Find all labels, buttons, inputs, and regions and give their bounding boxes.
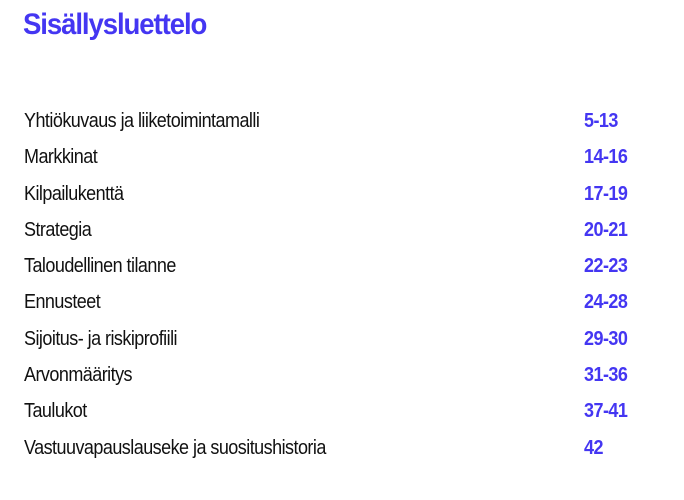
- toc-entry-label: Kilpailukenttä: [24, 182, 124, 205]
- toc-entry[interactable]: Ennusteet 24-28: [24, 291, 664, 327]
- toc-entry-label: Markkinat: [24, 146, 98, 169]
- toc-entry-pages[interactable]: 42: [584, 436, 603, 459]
- toc-entry-label: Sijoitus- ja riskiprofiili: [24, 327, 178, 350]
- toc-entry-pages[interactable]: 5-13: [584, 110, 618, 132]
- toc-entry-pages[interactable]: 20-21: [584, 218, 628, 241]
- toc-entry[interactable]: Markkinat 14-16: [24, 146, 664, 182]
- toc-entry-pages[interactable]: 24-28: [584, 291, 628, 314]
- toc-entry[interactable]: Taloudellinen tilanne 22-23: [24, 255, 664, 291]
- toc-entry[interactable]: Taulukot 37-41: [24, 400, 664, 436]
- toc-entry-label: Ennusteet: [24, 291, 101, 314]
- toc-entry-label: Arvonmääritys: [24, 364, 133, 387]
- toc-entry-pages[interactable]: 31-36: [584, 364, 628, 387]
- toc-entry[interactable]: Vastuuvapauslauseke ja suositushistoria 4…: [24, 437, 664, 473]
- page-title: Sisällysluettelo: [23, 8, 207, 41]
- toc-entry-label: Yhtiökuvaus ja liiketoimintamalli: [24, 110, 260, 132]
- toc-entry-pages[interactable]: 37-41: [584, 400, 628, 423]
- toc-entry-pages[interactable]: 14-16: [584, 146, 628, 169]
- toc-entry[interactable]: Kilpailukenttä 17-19: [24, 183, 664, 219]
- toc-entry-label: Taulukot: [24, 400, 87, 423]
- toc-entry-label: Taloudellinen tilanne: [24, 255, 176, 278]
- toc-entry-pages[interactable]: 22-23: [584, 255, 628, 278]
- toc-entry[interactable]: Arvonmääritys 31-36: [24, 364, 664, 400]
- toc-entry-pages[interactable]: 17-19: [584, 182, 628, 205]
- toc-entry[interactable]: Strategia 20-21: [24, 219, 664, 255]
- toc-entry[interactable]: Sijoitus- ja riskiprofiili 29-30: [24, 328, 664, 364]
- toc-entry-label: Vastuuvapauslauseke ja suositushistoria: [24, 436, 326, 459]
- toc-entry-pages[interactable]: 29-30: [584, 327, 628, 350]
- table-of-contents: Yhtiökuvaus ja liiketoimintamalli 5-13 Mar…: [24, 110, 664, 473]
- toc-entry-label: Strategia: [24, 218, 92, 241]
- toc-entry[interactable]: Yhtiökuvaus ja liiketoimintamalli 5-13: [24, 110, 664, 146]
